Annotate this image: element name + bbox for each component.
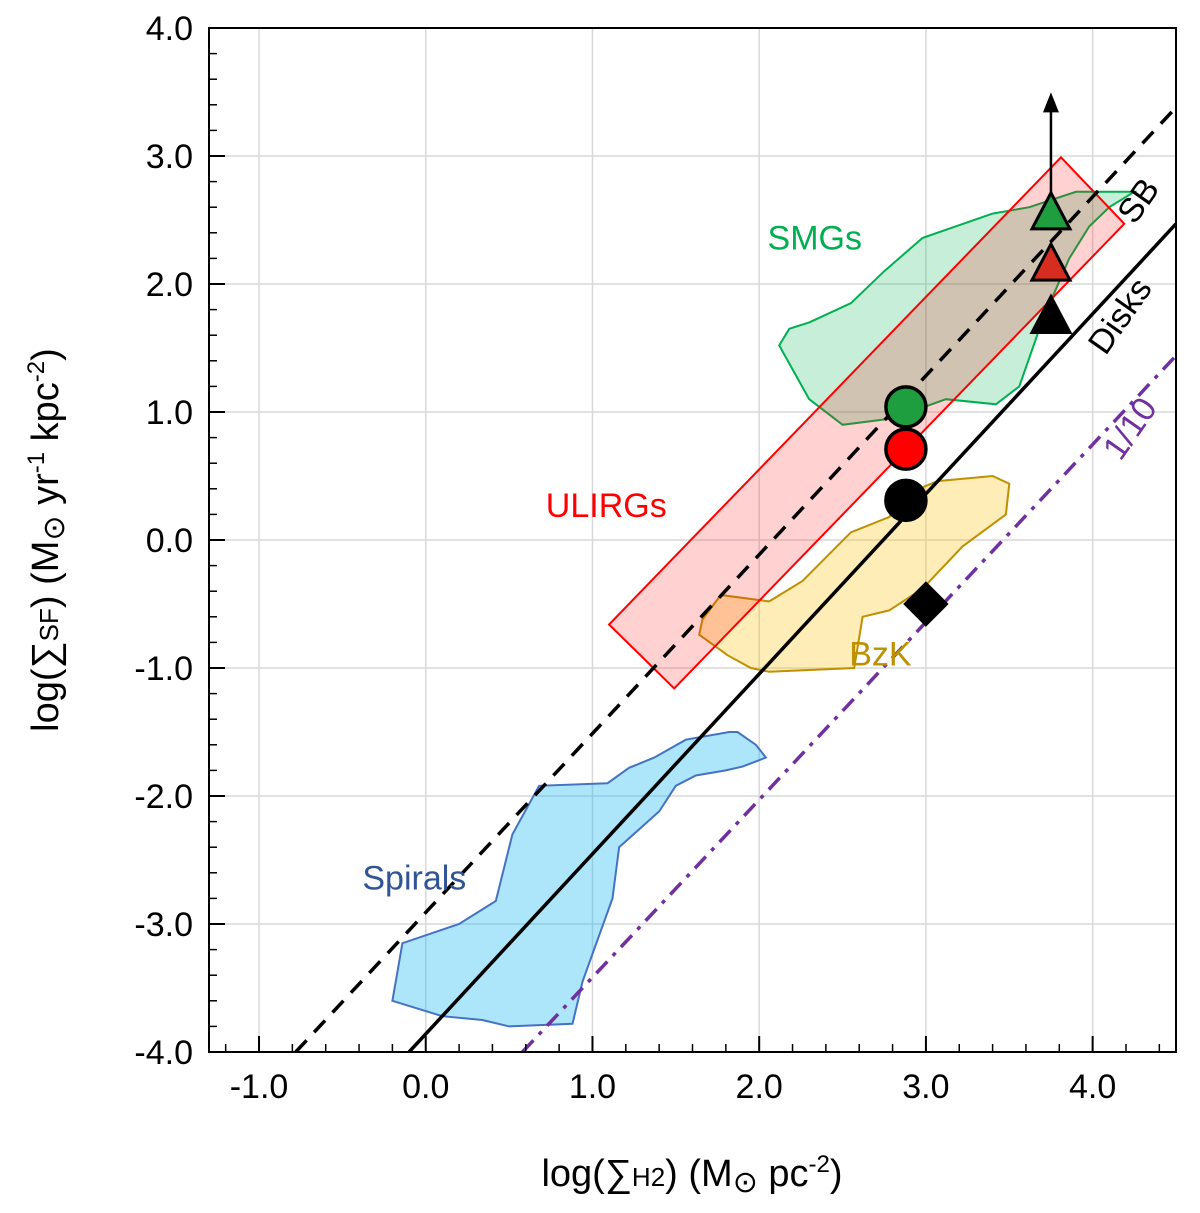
region-bzk xyxy=(698,474,1011,673)
diamond-marker xyxy=(903,581,949,627)
y-tick-label: 1.0 xyxy=(146,394,193,432)
label-ulirgs: ULIRGs xyxy=(546,487,667,525)
x-tick-label: 2.0 xyxy=(736,1068,783,1106)
y-tick-label: -4.0 xyxy=(134,1034,193,1072)
y-tick-label: -1.0 xyxy=(134,650,193,688)
y-tick-label: -2.0 xyxy=(134,778,193,816)
y-axis-title: log(∑SF) (M⊙ yr-1 kpc-2) xyxy=(23,348,71,732)
data-points xyxy=(884,92,1073,627)
regions xyxy=(391,155,1138,1028)
y-tick-label: 3.0 xyxy=(146,138,193,176)
triangle-marker xyxy=(1029,240,1073,282)
plot-area xyxy=(294,92,1176,1052)
circle-marker xyxy=(884,385,928,429)
label-1-10: 1/10 xyxy=(1096,391,1165,467)
line-1-10 xyxy=(521,354,1176,1052)
circle-marker xyxy=(884,427,928,471)
relation-lines xyxy=(294,106,1176,1052)
upper-limit-arrow-head xyxy=(1042,92,1059,113)
label-smgs: SMGs xyxy=(768,219,862,257)
x-tick-label: 0.0 xyxy=(402,1068,449,1106)
label-bzk: BzK xyxy=(849,635,912,673)
circle-marker xyxy=(884,478,928,523)
label-spirals: Spirals xyxy=(362,859,466,897)
y-tick-label: 4.0 xyxy=(146,10,193,48)
y-tick-label: -3.0 xyxy=(134,906,193,944)
x-axis-title: log(∑H2) (M⊙ pc-2) xyxy=(541,1151,842,1199)
y-tick-label: 0.0 xyxy=(146,522,193,560)
triangle-marker xyxy=(1029,189,1073,231)
x-tick-label: 1.0 xyxy=(569,1068,616,1106)
x-tick-label: 4.0 xyxy=(1069,1068,1116,1106)
y-tick-label: 2.0 xyxy=(146,266,193,304)
x-tick-label: -1.0 xyxy=(230,1068,289,1106)
triangle-marker xyxy=(1029,293,1073,335)
x-tick-label: 3.0 xyxy=(902,1068,949,1106)
region-spirals xyxy=(391,731,768,1028)
axis-ticks: -1.0 0.0 1.0 2.0 3.0 4.0 -4.0 -3.0 -2.0 -1.0 0.0 1.… xyxy=(134,10,1161,1106)
line-disks xyxy=(407,222,1176,1052)
